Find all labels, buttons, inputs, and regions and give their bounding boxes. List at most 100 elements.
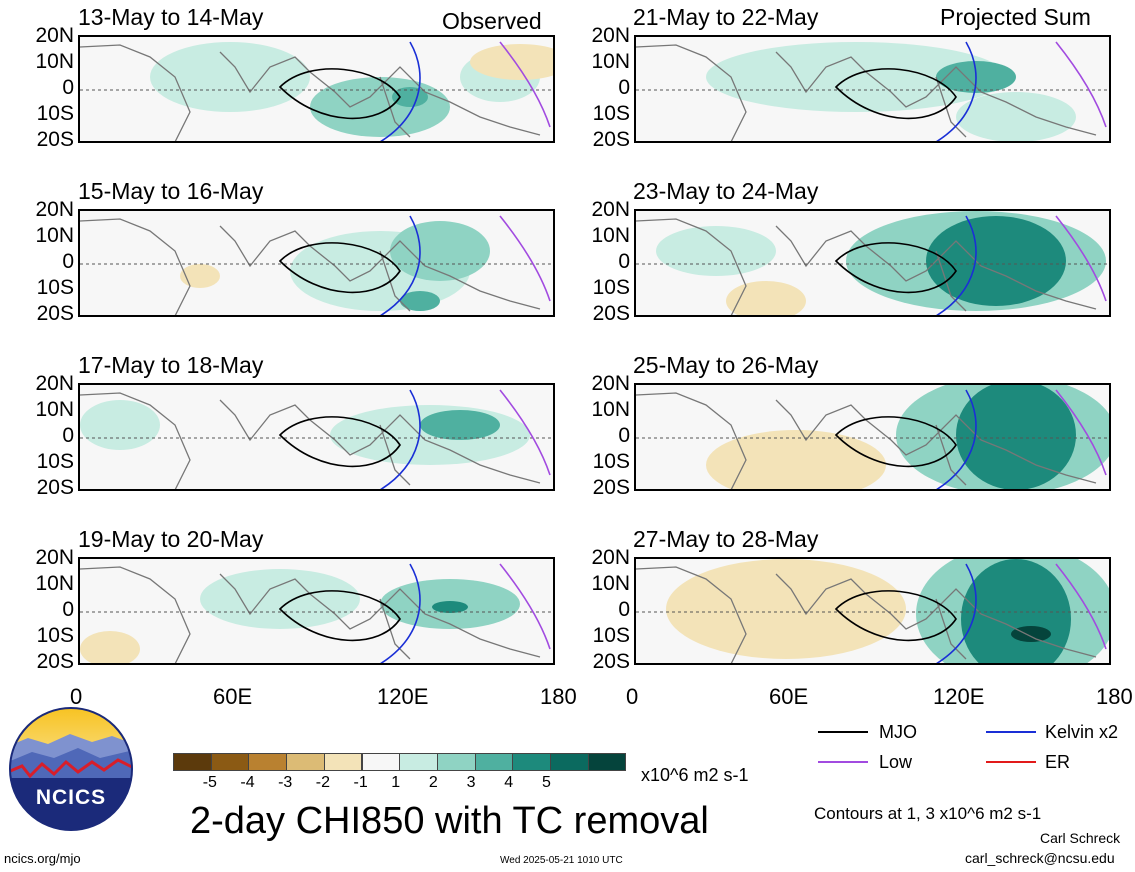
- lon-label: 0: [626, 684, 639, 709]
- legend-label-kelvin: Kelvin x2: [1045, 722, 1119, 742]
- contour-line: [380, 563, 421, 663]
- lon-label: 180: [540, 684, 577, 709]
- footer-url[interactable]: ncics.org/mjo: [4, 851, 81, 866]
- colorbar-units: x10^6 m2 s-1: [641, 765, 749, 785]
- coastline: [636, 44, 1097, 141]
- colorbar-tick-label: 5: [542, 774, 551, 791]
- map-panel: [78, 209, 555, 317]
- latitude-label: 10S: [592, 450, 630, 473]
- latitude-label: 10N: [591, 572, 630, 595]
- contour-line: [499, 41, 551, 128]
- anomaly-shading: [470, 44, 553, 80]
- anomaly-shading: [420, 410, 500, 440]
- footer-email[interactable]: carl_schreck@ncsu.edu: [965, 850, 1115, 866]
- coastline: [636, 392, 1097, 489]
- latitude-label: 20S: [592, 302, 630, 325]
- anomaly-shading: [1011, 626, 1051, 642]
- latitude-label: 20N: [35, 546, 74, 569]
- colorbar-cell: [323, 753, 363, 771]
- contour-line: [278, 590, 401, 642]
- latitude-label: 10N: [35, 572, 74, 595]
- colorbar-tick-label: -4: [240, 774, 255, 791]
- latitude-label: 0: [62, 76, 74, 99]
- latitude-label: 10S: [36, 102, 74, 125]
- latitude-label: 10N: [591, 224, 630, 247]
- latitude-label: 10S: [36, 276, 74, 299]
- colorbar-cell: [436, 753, 476, 771]
- latitude-label: 20N: [591, 546, 630, 569]
- lon-label: 120E: [933, 684, 985, 709]
- ncics-logo: NCICS: [8, 706, 134, 832]
- colorbar-tick-label: -5: [202, 774, 217, 791]
- anomaly-shading: [432, 601, 468, 613]
- colorbar-cell: [361, 753, 401, 771]
- latitude-label: 0: [62, 250, 74, 273]
- anomaly-shading: [310, 77, 450, 137]
- map-panel: [634, 209, 1111, 317]
- anomaly-shading: [80, 400, 160, 450]
- anomaly-shading: [150, 42, 310, 112]
- lon-label: 180: [1096, 684, 1133, 709]
- latitude-label: 20N: [35, 198, 74, 221]
- colorbar-tick-label: -1: [353, 774, 368, 791]
- contour-line: [499, 563, 551, 650]
- colorbar-tick-label: 1: [391, 774, 401, 791]
- panel-title: 17-May to 18-May: [78, 352, 264, 378]
- contour-line: [936, 389, 977, 489]
- map-panel: [78, 557, 555, 665]
- anomaly-shading: [400, 291, 440, 311]
- legend-label-mjo: MJO: [879, 722, 917, 742]
- contour-line: [380, 41, 421, 141]
- latitude-label: 20S: [592, 476, 630, 499]
- latitude-label: 0: [618, 250, 630, 273]
- contour-line: [834, 590, 957, 642]
- map-panel: [78, 35, 555, 143]
- colorbar-cell: [474, 753, 514, 771]
- colorbar-tick-label: -3: [278, 774, 293, 791]
- coastline: [80, 44, 541, 141]
- colorbar-cell: [587, 753, 627, 771]
- colorbar-tick-label: -2: [315, 774, 331, 791]
- coastline: [80, 218, 541, 315]
- anomaly-shading: [956, 92, 1076, 141]
- contour-line: [278, 68, 401, 120]
- colorbar-cell: [248, 753, 288, 771]
- colorbar-tick-label: 2: [428, 774, 438, 791]
- logo-text: NCICS: [35, 786, 107, 809]
- latitude-label: 0: [62, 598, 74, 621]
- contour-line: [380, 215, 421, 315]
- panel-title: 21-May to 22-May: [633, 4, 819, 30]
- contour-line: [936, 563, 977, 663]
- latitude-label: 0: [618, 424, 630, 447]
- contour-line: [278, 242, 401, 294]
- contour-line: [278, 416, 401, 468]
- coastline: [80, 392, 541, 489]
- contour-line: [936, 215, 977, 315]
- map-panel: [634, 557, 1111, 665]
- contour-line: [1055, 563, 1107, 650]
- anomaly-shading: [330, 405, 530, 465]
- anomaly-shading: [666, 559, 906, 659]
- anomaly-shading: [706, 42, 1006, 112]
- colorbar-cell: [550, 753, 589, 771]
- latitude-label: 20S: [36, 302, 74, 325]
- anomaly-shading: [200, 569, 360, 629]
- latitude-label: 20N: [35, 372, 74, 395]
- panel-title: 27-May to 28-May: [633, 526, 819, 552]
- anomaly-shading: [180, 264, 220, 288]
- latitude-label: 10N: [591, 398, 630, 421]
- map-panel: [634, 383, 1111, 491]
- latitude-label: 20S: [36, 476, 74, 499]
- legend-label-low: Low: [879, 752, 913, 772]
- coastline: [636, 218, 1097, 315]
- contour-line: [834, 416, 957, 468]
- colorbar-cell: [210, 753, 250, 771]
- latitude-label: 10S: [592, 624, 630, 647]
- lon-label: 60E: [769, 684, 809, 709]
- colorbar-cell: [286, 753, 325, 771]
- panel-title: 19-May to 20-May: [78, 526, 264, 552]
- panel-tag: Observed: [442, 8, 542, 34]
- latitude-label: 10S: [36, 624, 74, 647]
- latitude-label: 10N: [591, 50, 630, 73]
- footer-author: Carl Schreck: [1040, 830, 1121, 846]
